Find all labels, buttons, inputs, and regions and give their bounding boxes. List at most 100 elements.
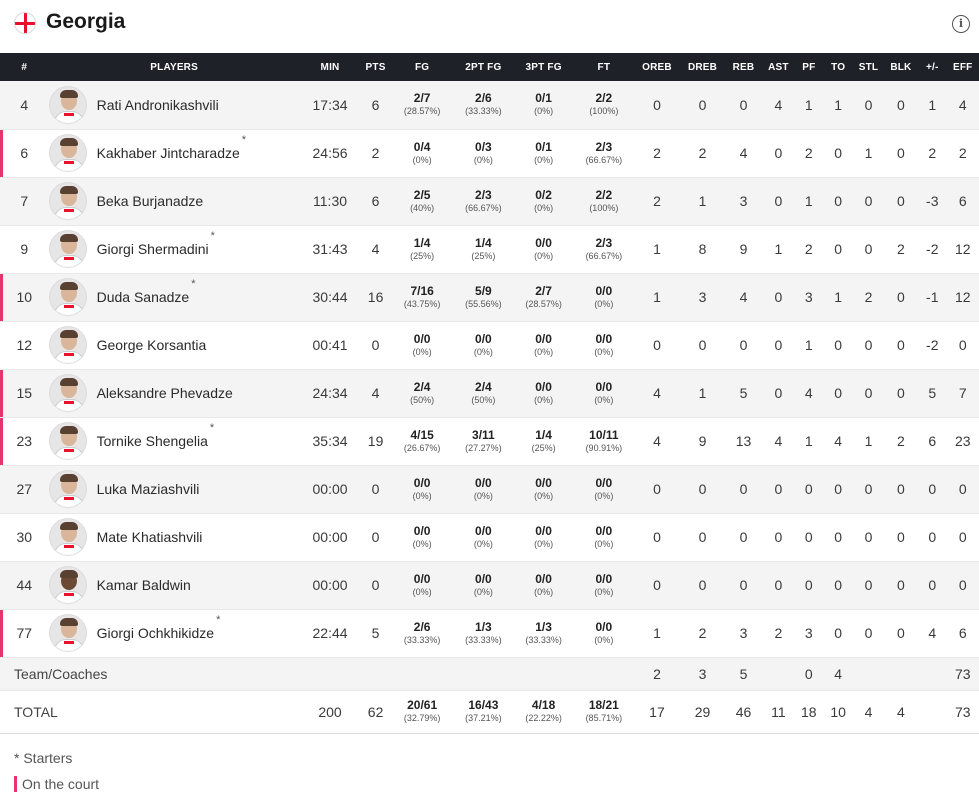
column-header[interactable]: FG bbox=[414, 61, 430, 73]
stat-2pt-fg-percentage: (33.33%) bbox=[465, 634, 502, 645]
stat-reb: 0 bbox=[739, 337, 748, 353]
column-header[interactable]: 3PT FG bbox=[525, 61, 562, 73]
stat-reb: 9 bbox=[739, 241, 748, 257]
column-header[interactable]: PF bbox=[802, 61, 816, 73]
table-row[interactable]: 10 Duda Sanadze* 30:44 16 7/16 (43.75%) 5/9 (55… bbox=[0, 273, 979, 321]
column-header[interactable]: PTS bbox=[365, 61, 386, 73]
stat-to: 1 bbox=[834, 96, 843, 113]
player-name[interactable]: George Korsantia bbox=[96, 337, 207, 353]
info-icon[interactable]: i bbox=[952, 15, 970, 33]
player-cell[interactable]: Rati Andronikashvili bbox=[48, 81, 300, 129]
player-cell[interactable]: Tornike Shengelia* bbox=[48, 417, 300, 465]
stat-ft-made-attempted: 0/0 bbox=[595, 619, 613, 634]
player-name[interactable]: Kakhaber Jintcharadze bbox=[96, 145, 240, 161]
table-row[interactable]: 12 George Korsantia 00:41 0 0/0 (0%) 0/0 (0%) 0/… bbox=[0, 321, 979, 369]
table-row[interactable]: 30 Mate Khatiashvili 00:00 0 0/0 (0%) 0/0 (0%) 0… bbox=[0, 513, 979, 561]
stat-dreb: 9 bbox=[698, 433, 707, 449]
stat-blk: 0 bbox=[897, 385, 905, 401]
player-name[interactable]: Giorgi Ochkhikidze bbox=[96, 625, 215, 641]
stat-2pt-fg-percentage: (37.21%) bbox=[465, 713, 502, 723]
stat-2pt-fg-made-attempted: 0/3 bbox=[475, 139, 492, 154]
column-header[interactable]: TO bbox=[831, 61, 846, 73]
stat-fg: 0/4 (0%) bbox=[391, 129, 454, 177]
stat-2pt-fg: 5/9 (55.56%) bbox=[454, 273, 514, 321]
player-name[interactable]: Aleksandre Phevadze bbox=[96, 385, 233, 401]
stat-ft-made-attempted: 2/2 bbox=[595, 187, 613, 202]
column-header[interactable]: +/- bbox=[926, 61, 939, 73]
stat-2pt-fg: 1/4 (25%) bbox=[454, 225, 514, 273]
player-name[interactable]: Mate Khatiashvili bbox=[96, 529, 203, 545]
stat-reb: 0 bbox=[739, 96, 748, 113]
stat-stl: 0 bbox=[864, 337, 873, 353]
stat-stl: 0 bbox=[864, 96, 873, 113]
column-header[interactable]: BLK bbox=[890, 61, 912, 73]
stat-stl: 4 bbox=[864, 703, 873, 720]
stat-to: 0 bbox=[834, 337, 843, 353]
column-header[interactable]: OREB bbox=[642, 61, 672, 73]
player-cell[interactable]: Giorgi Ochkhikidze* bbox=[48, 609, 300, 657]
stat-3pt-fg-made-attempted: 0/0 bbox=[535, 379, 552, 394]
table-row[interactable]: 7 Beka Burjanadze 11:30 6 2/5 (40%) 2/3 (66.67%… bbox=[0, 177, 979, 225]
table-row[interactable]: 77 Giorgi Ochkhikidze* 22:44 5 2/6 (33.33%) 1/… bbox=[0, 609, 979, 657]
stat-eff: 4 bbox=[958, 96, 967, 113]
player-cell[interactable]: George Korsantia bbox=[48, 321, 300, 369]
table-row[interactable]: 4 Rati Andronikashvili 17:34 6 2/7 (28.57%) 2/… bbox=[0, 81, 979, 129]
column-header[interactable]: FT bbox=[597, 61, 611, 73]
stat-ft-percentage: (0%) bbox=[594, 538, 614, 549]
stat-2pt-fg-made-attempted: 1/3 bbox=[475, 619, 492, 634]
stat-stl: 0 bbox=[864, 577, 873, 593]
stat-min: 17:34 bbox=[312, 96, 348, 113]
avatar bbox=[48, 566, 87, 604]
stat-3pt-fg: 0/0 (0%) bbox=[513, 561, 574, 609]
player-cell[interactable]: Beka Burjanadze bbox=[48, 177, 300, 225]
stat-eff: 73 bbox=[954, 665, 971, 682]
table-row[interactable]: 15 Aleksandre Phevadze 24:34 4 2/4 (50%) 2/4 (5… bbox=[0, 369, 979, 417]
player-cell[interactable]: Aleksandre Phevadze bbox=[48, 369, 300, 417]
player-cell[interactable]: Kamar Baldwin bbox=[48, 561, 300, 609]
stat-ft-percentage: (0%) bbox=[594, 490, 614, 501]
stat-blk: 0 bbox=[897, 337, 905, 353]
player-cell[interactable]: Mate Khatiashvili bbox=[48, 513, 300, 561]
stat-reb: 5 bbox=[739, 385, 748, 401]
stat-pm: -2 bbox=[926, 337, 939, 353]
stat-pm: 4 bbox=[928, 625, 937, 641]
column-header[interactable]: DREB bbox=[687, 61, 718, 73]
column-header[interactable]: PLAYERS bbox=[150, 61, 198, 73]
column-header[interactable]: 2PT FG bbox=[465, 61, 502, 73]
player-cell[interactable]: Giorgi Shermadini* bbox=[48, 225, 300, 273]
stat-oreb: 0 bbox=[653, 577, 661, 593]
column-header[interactable]: AST bbox=[768, 61, 789, 73]
player-cell[interactable]: Kakhaber Jintcharadze* bbox=[48, 129, 300, 177]
player-name[interactable]: Luka Maziashvili bbox=[96, 481, 200, 497]
player-name[interactable]: Kamar Baldwin bbox=[96, 577, 191, 593]
player-name[interactable]: Tornike Shengelia bbox=[96, 433, 208, 449]
column-header[interactable]: EFF bbox=[952, 61, 973, 73]
column-header[interactable]: REB bbox=[732, 61, 755, 73]
player-name[interactable]: Rati Andronikashvili bbox=[96, 96, 219, 113]
table-row[interactable]: 44 Kamar Baldwin 00:00 0 0/0 (0%) 0/0 (0%) 0/0 (0… bbox=[0, 561, 979, 609]
stat-2pt-fg-percentage: (0%) bbox=[473, 346, 493, 357]
stat-3pt-fg-percentage: (33.33%) bbox=[525, 634, 562, 645]
column-header[interactable]: STL bbox=[858, 61, 879, 73]
table-row[interactable]: 9 Giorgi Shermadini* 31:43 4 1/4 (25%) 1/4 (25%… bbox=[0, 225, 979, 273]
stat-to: 0 bbox=[834, 145, 843, 161]
column-header[interactable]: MIN bbox=[320, 61, 340, 73]
stat-ft-percentage: (0%) bbox=[594, 634, 614, 645]
column-header[interactable]: # bbox=[21, 61, 28, 73]
player-cell[interactable]: Duda Sanadze* bbox=[48, 273, 300, 321]
stat-eff: 0 bbox=[958, 337, 967, 353]
stat-pm: 6 bbox=[928, 433, 937, 449]
player-cell[interactable]: Luka Maziashvili bbox=[48, 465, 300, 513]
stat-ft-percentage: (0%) bbox=[594, 346, 614, 357]
stat-2pt-fg: 0/0 (0%) bbox=[454, 321, 514, 369]
table-row[interactable]: 27 Luka Maziashvili 00:00 0 0/0 (0%) 0/0 (0%) 0/… bbox=[0, 465, 979, 513]
table-row[interactable]: 6 Kakhaber Jintcharadze* 24:56 2 0/4 (0%) 0/3(… bbox=[0, 129, 979, 177]
stat-3pt-fg-percentage: (28.57%) bbox=[525, 298, 562, 309]
player-name[interactable]: Giorgi Shermadini bbox=[96, 241, 209, 257]
stat-fg-made-attempted: 7/16 bbox=[410, 283, 434, 298]
player-name[interactable]: Duda Sanadze bbox=[96, 289, 190, 305]
table-row[interactable]: 23 Tornike Shengelia* 35:34 19 4/15 (26.67%) 3… bbox=[0, 417, 979, 465]
player-name[interactable]: Beka Burjanadze bbox=[96, 193, 204, 209]
player-number: 23 bbox=[0, 417, 49, 465]
stat-ft-made-attempted: 2/3 bbox=[595, 235, 613, 250]
